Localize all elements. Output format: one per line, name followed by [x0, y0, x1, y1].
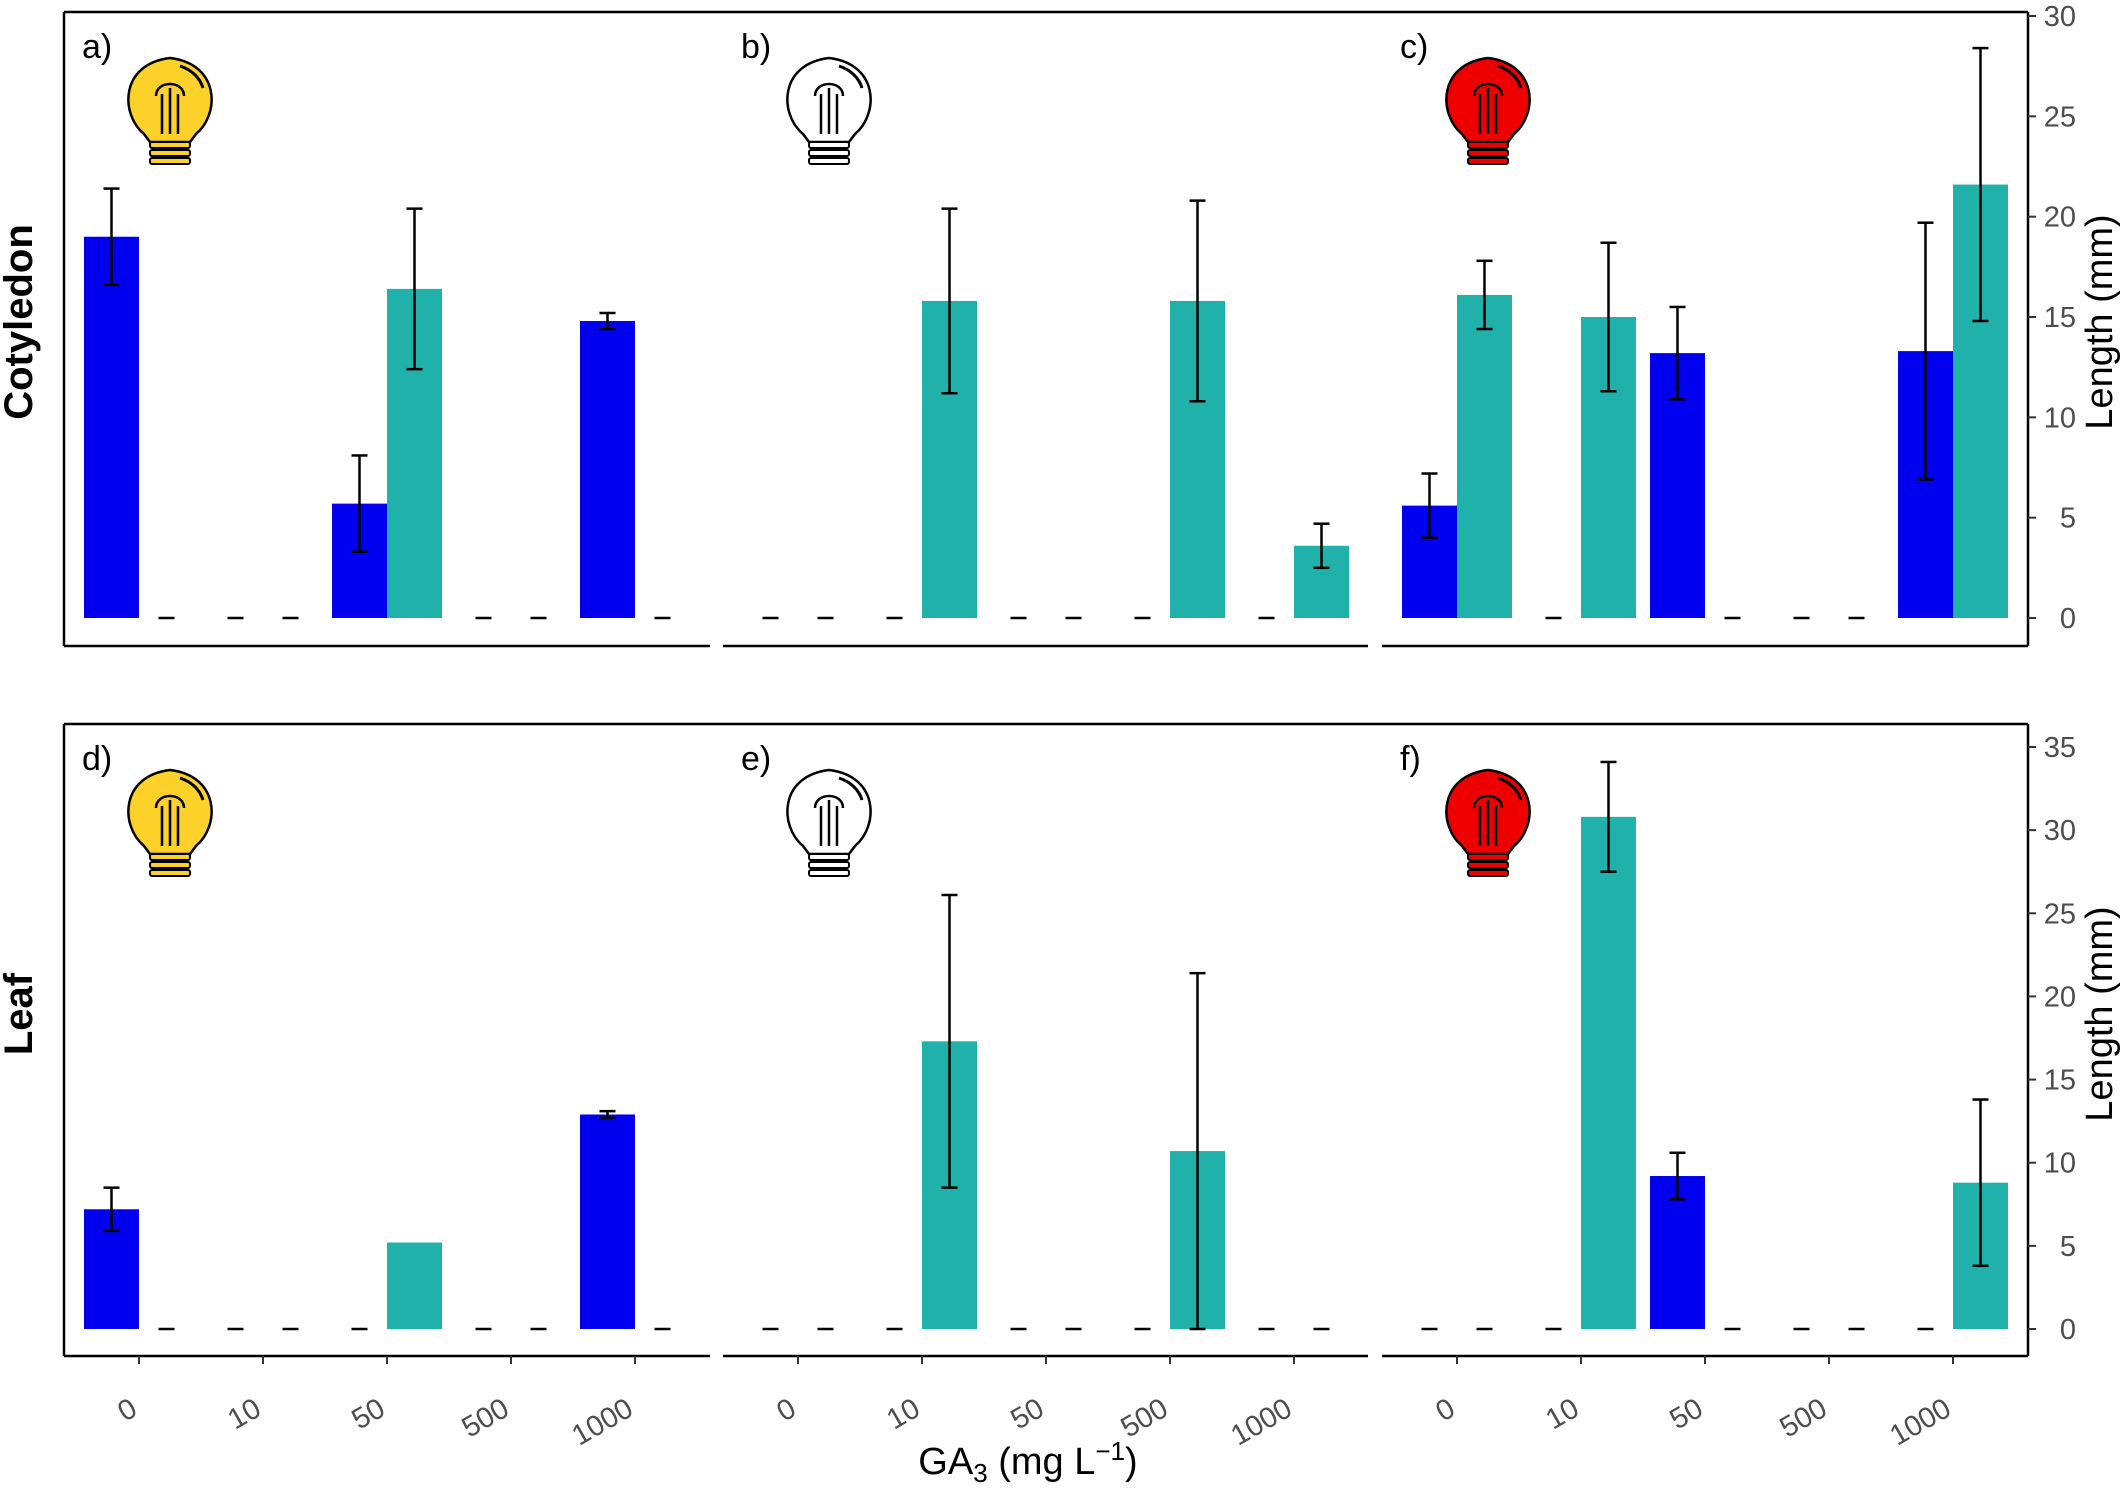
y-tick-label: 30 — [2044, 815, 2076, 847]
x-tick-label: 10 — [882, 1392, 926, 1436]
y-tick-label: 20 — [2044, 202, 2076, 234]
bulb-filament — [813, 794, 845, 846]
bulb-base-ring — [1467, 853, 1509, 861]
white-bulb-icon — [786, 768, 872, 877]
x-tick-label: 0 — [113, 1392, 143, 1428]
bar — [1581, 816, 1636, 1329]
bulb-base-ring — [149, 861, 191, 869]
bulb-highlight — [179, 776, 205, 801]
bulb-base-ring — [808, 861, 850, 869]
y-tick-label: 25 — [2044, 101, 2076, 133]
y-tick-label: 35 — [2044, 732, 2076, 764]
bulb-highlight — [838, 776, 864, 801]
row-title-cotyledon: Cotyledon — [0, 224, 41, 420]
y-tick-label: 15 — [2044, 1065, 2076, 1097]
x-tick-label: 50 — [1665, 1392, 1709, 1436]
panel-label: f) — [1400, 740, 1421, 778]
y-tick-label: 0 — [2060, 603, 2076, 635]
y-tick-label: 0 — [2060, 1314, 2076, 1346]
y-axis-title-bottom: Length (mm) — [2079, 906, 2121, 1121]
bulb-base-ring — [149, 853, 191, 861]
bulb-base-ring — [1467, 157, 1509, 165]
panel-d: d) 0 10 50 500 1000 — [82, 740, 671, 1452]
bulb-base-ring — [149, 869, 191, 877]
bulb-base-ring — [1467, 141, 1509, 149]
bulb-base-ring — [149, 157, 191, 165]
y-tick-label: 10 — [2044, 402, 2076, 434]
bulb-base-ring — [808, 853, 850, 861]
bulb-base-ring — [808, 149, 850, 157]
white-bulb-icon — [786, 56, 872, 165]
panel-label: c) — [1400, 28, 1428, 66]
x-tick-label: 50 — [1006, 1392, 1050, 1436]
chart-rows: 0 5 10 15 20 25 30 a) b) c) 0 5 10 15 20 25 30 35 d) 0 10 50 5… — [62, 1, 2076, 1452]
bulb-highlight — [1497, 776, 1523, 801]
bar — [84, 236, 139, 618]
red-bulb-icon — [1445, 768, 1531, 877]
bulb-base-ring — [1467, 861, 1509, 869]
x-axis-title-sub: 3 — [973, 1458, 987, 1488]
panel-a: a) — [82, 28, 671, 620]
y-tick-label: 30 — [2044, 1, 2076, 33]
x-tick-label: 0 — [1431, 1392, 1461, 1428]
bar — [387, 1242, 442, 1329]
x-tick-label: 0 — [772, 1392, 802, 1428]
x-tick-label: 1000 — [1885, 1392, 1957, 1452]
bulb-filament — [1472, 82, 1504, 134]
bulb-filament — [1472, 794, 1504, 846]
bulb-filament — [154, 794, 186, 846]
panel-label: b) — [741, 28, 771, 66]
panel-f: f) 0 10 50 500 1000 — [1400, 740, 2008, 1452]
x-tick-label: 50 — [347, 1392, 391, 1436]
x-axis-title-main: GA — [918, 1441, 974, 1483]
bulb-base-ring — [149, 149, 191, 157]
x-tick-label: 1000 — [567, 1392, 639, 1452]
yellow-bulb-icon — [127, 56, 213, 165]
bulb-filament — [154, 82, 186, 134]
x-tick-label: 10 — [223, 1392, 267, 1436]
panel-c: c) — [1400, 28, 2008, 620]
row-title-leaf: Leaf — [0, 972, 41, 1055]
x-tick-label: 500 — [457, 1392, 515, 1444]
bulb-highlight — [838, 64, 864, 89]
red-bulb-icon — [1445, 56, 1531, 165]
x-tick-label: 10 — [1541, 1392, 1585, 1436]
bulb-base-ring — [149, 141, 191, 149]
x-axis-title-unit: (mg L — [988, 1441, 1096, 1483]
bulb-highlight — [179, 64, 205, 89]
bulb-highlight — [1497, 64, 1523, 89]
x-tick-label: 500 — [1775, 1392, 1833, 1444]
row-cotyledon: 0 5 10 15 20 25 30 a) b) c) — [62, 1, 2076, 648]
panel-label: d) — [82, 740, 112, 778]
x-axis-title-close: ) — [1125, 1441, 1138, 1483]
bulb-base-ring — [1467, 869, 1509, 877]
bar — [580, 1114, 635, 1329]
bulb-base-ring — [808, 141, 850, 149]
bulb-base-ring — [808, 869, 850, 877]
y-tick-label: 25 — [2044, 898, 2076, 930]
bar — [580, 321, 635, 618]
bulb-filament — [813, 82, 845, 134]
panel-label: e) — [741, 740, 771, 778]
y-tick-label: 5 — [2060, 503, 2076, 535]
panel-label: a) — [82, 28, 112, 66]
x-axis-title-sup: −1 — [1095, 1436, 1125, 1466]
bulb-base-ring — [1467, 149, 1509, 157]
yellow-bulb-icon — [127, 768, 213, 877]
y-axis-title-top: Length (mm) — [2079, 214, 2121, 429]
y-tick-label: 15 — [2044, 302, 2076, 334]
x-axis-title: GA3 (mg L−1) — [918, 1436, 1137, 1488]
bar — [1457, 294, 1512, 618]
panel-b: b) — [741, 28, 1349, 620]
bulb-base-ring — [808, 157, 850, 165]
y-tick-label: 10 — [2044, 1148, 2076, 1180]
y-tick-label: 20 — [2044, 981, 2076, 1013]
x-tick-label: 1000 — [1226, 1392, 1298, 1452]
panel-e: e)0 10 50 500 1000 — [741, 740, 1330, 1452]
bar — [1650, 1176, 1705, 1329]
y-tick-label: 5 — [2060, 1231, 2076, 1263]
